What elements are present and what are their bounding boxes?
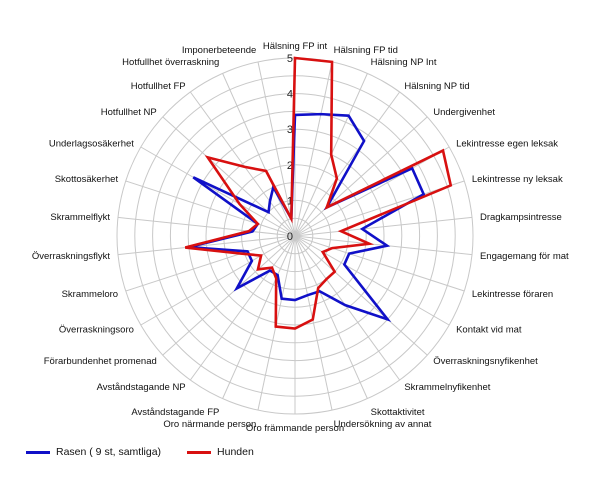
grid-spoke bbox=[294, 235, 401, 381]
grid-spoke bbox=[125, 235, 296, 292]
grid-spoke bbox=[189, 235, 296, 381]
category-label: Oro främmande person bbox=[246, 423, 344, 434]
category-label: Engagemang för mat bbox=[480, 251, 569, 262]
legend-item-rasen: Rasen ( 9 st, samtliga) bbox=[26, 446, 161, 458]
tick-label: 2 bbox=[287, 160, 293, 172]
tick-label: 0 bbox=[287, 231, 293, 243]
category-label: Undersökning av annat bbox=[334, 419, 432, 430]
legend-label-rasen: Rasen ( 9 st, samtliga) bbox=[56, 446, 162, 458]
category-label: Dragkampsintresse bbox=[480, 212, 562, 223]
category-label: Hälsning FP int bbox=[263, 41, 328, 52]
category-label: Avståndstagande NP bbox=[97, 382, 186, 393]
category-label: Hälsning FP tid bbox=[334, 45, 398, 56]
category-label: Skrammelnyfikenhet bbox=[404, 382, 490, 393]
category-label: Överraskningsflykt bbox=[32, 251, 110, 262]
category-label: Skottosäkerhet bbox=[55, 174, 119, 185]
grid-spoke bbox=[294, 116, 428, 237]
grid-spoke bbox=[189, 91, 296, 237]
category-label: Hotfullhet FP bbox=[131, 81, 186, 92]
category-label: Lekintresse föraren bbox=[472, 289, 553, 300]
grid-spoke bbox=[257, 61, 296, 237]
category-label: Underlagsosäkerhet bbox=[49, 139, 134, 150]
category-label: Skrammelflykt bbox=[50, 212, 110, 223]
grid-spoke bbox=[294, 146, 450, 237]
grid-spoke bbox=[162, 235, 296, 356]
grid-spoke bbox=[294, 235, 428, 356]
series-layer bbox=[184, 56, 453, 330]
category-label: Undergivenhet bbox=[433, 107, 495, 118]
tick-label: 3 bbox=[287, 124, 293, 136]
legend: Rasen ( 9 st, samtliga) Hunden bbox=[26, 446, 280, 458]
grid-spoke bbox=[125, 180, 296, 237]
category-label: Kontakt vid mat bbox=[456, 325, 522, 336]
legend-item-hunden: Hunden bbox=[187, 446, 254, 458]
grid-spoke bbox=[294, 61, 333, 237]
grid-spoke bbox=[294, 235, 465, 292]
radial-tick-labels: 0 1 2 3 4 5 bbox=[287, 53, 293, 243]
legend-label-hunden: Hunden bbox=[217, 446, 254, 458]
grid-spoke bbox=[222, 73, 296, 237]
category-label: Skottaktivitet bbox=[371, 407, 425, 418]
tick-label: 1 bbox=[287, 195, 293, 207]
category-label: Förarbundenhet promenad bbox=[44, 356, 157, 367]
category-label: Överraskningsoro bbox=[59, 325, 134, 336]
category-label: Överraskningsnyfikenhet bbox=[433, 356, 538, 367]
grid-spoke bbox=[294, 235, 368, 399]
tick-label: 4 bbox=[287, 89, 293, 101]
grid-spoke bbox=[140, 146, 296, 237]
grid-spoke bbox=[140, 235, 296, 326]
grid-spoke bbox=[294, 235, 450, 326]
category-label: Skrammeloro bbox=[62, 289, 119, 300]
category-label: Hotfullhet NP bbox=[101, 107, 157, 118]
grid-spoke bbox=[117, 216, 296, 237]
legend-swatch-rasen bbox=[26, 450, 50, 454]
grid-spoke bbox=[162, 116, 296, 237]
grid-spoke bbox=[294, 91, 401, 237]
tick-label: 5 bbox=[287, 53, 293, 65]
category-label: Hotfullhet överraskning bbox=[122, 57, 219, 68]
category-label: Lekintresse egen leksak bbox=[456, 139, 558, 150]
category-label: Avståndstagande FP bbox=[131, 407, 219, 418]
legend-swatch-hunden bbox=[187, 450, 212, 454]
category-label: Oro närmande person bbox=[163, 419, 256, 430]
category-label: Imponerbeteende bbox=[182, 45, 256, 56]
grid-spoke bbox=[222, 235, 296, 399]
grid-spoke bbox=[294, 216, 473, 237]
category-label: Lekintresse ny leksak bbox=[472, 174, 563, 185]
category-label: Hälsning NP tid bbox=[404, 81, 469, 92]
grid-spoke bbox=[294, 235, 333, 411]
grid-spoke bbox=[117, 235, 296, 256]
category-label: Hälsning NP Int bbox=[371, 57, 437, 68]
